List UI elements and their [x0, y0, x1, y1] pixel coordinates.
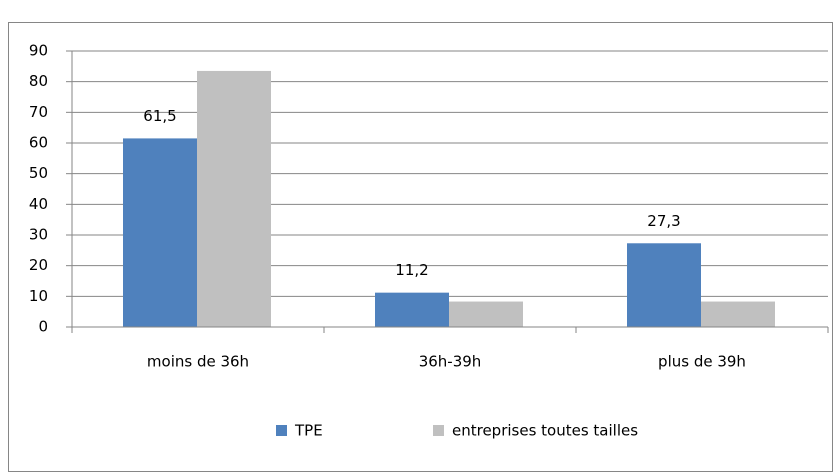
- x-tick-label: plus de 39h: [658, 353, 746, 371]
- bar: [701, 301, 775, 327]
- legend-swatch: [433, 425, 444, 436]
- legend-swatch: [276, 425, 287, 436]
- y-tick-label: 30: [29, 226, 48, 244]
- y-tick-label: 0: [38, 318, 48, 336]
- x-tick-label: 36h-39h: [419, 353, 482, 371]
- value-label: 61,5: [143, 107, 176, 125]
- bar: [627, 243, 701, 327]
- bar: [375, 292, 449, 327]
- y-tick-label: 50: [29, 164, 48, 182]
- y-tick-label: 20: [29, 256, 48, 274]
- value-label: 11,2: [395, 261, 428, 279]
- y-tick-label: 60: [29, 134, 48, 152]
- y-tick-label: 40: [29, 195, 48, 213]
- legend-label: TPE: [294, 422, 323, 440]
- y-tick-label: 80: [29, 72, 48, 90]
- y-tick-label: 10: [29, 287, 48, 305]
- bar: [449, 301, 523, 327]
- bar: [197, 70, 271, 327]
- y-tick-label: 70: [29, 103, 48, 121]
- legend-label: entreprises toutes tailles: [452, 422, 638, 440]
- value-label: 27,3: [647, 212, 680, 230]
- bar: [123, 138, 197, 327]
- y-tick-label: 90: [29, 42, 48, 60]
- x-tick-label: moins de 36h: [147, 353, 249, 371]
